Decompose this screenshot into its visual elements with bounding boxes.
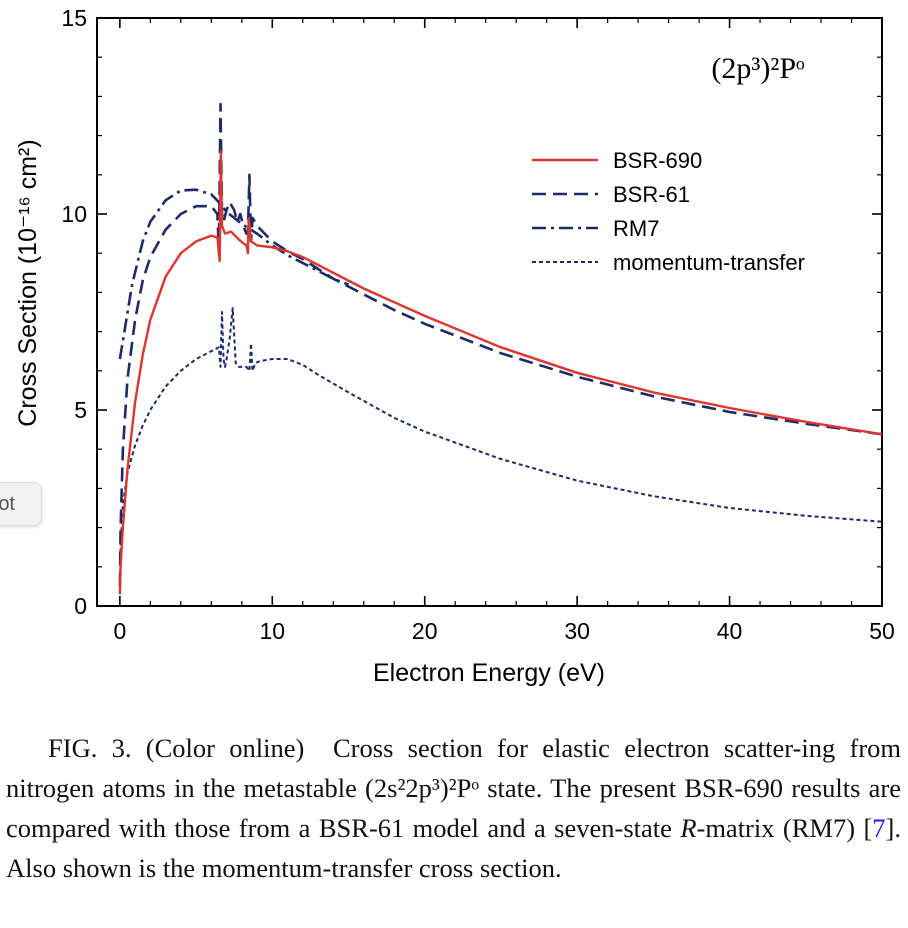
ticks-layer: 0 10 20 30 40 50 0 5 10 15: [61, 5, 894, 644]
series-line-bsr-690: [118, 150, 883, 595]
plot-border: [96, 17, 883, 607]
caption-fig-label: FIG. 3. (Color online): [48, 733, 305, 763]
caption-reference-link[interactable]: 7: [872, 813, 886, 843]
side-tab-label: ot: [0, 492, 15, 515]
x-tick-label: 30: [564, 618, 590, 644]
cross-section-chart: 0 10 20 30 40 50 0 5 10 15 Cross Section (10⁻¹⁶ c…: [14, 5, 895, 687]
y-tick-label: 10: [61, 201, 87, 227]
series-line-momentum-transfer: [118, 307, 883, 595]
series-line-bsr-61: [118, 102, 883, 587]
x-tick-label: 0: [113, 618, 126, 644]
y-tick-label: 5: [74, 397, 87, 423]
figure: 0 10 20 30 40 50 0 5 10 15 Cross Section (10⁻¹⁶ c…: [0, 5, 895, 687]
x-axis-label: Electron Energy (eV): [373, 659, 605, 687]
legend-label: BSR-690: [613, 148, 702, 173]
side-tab[interactable]: ot: [0, 482, 42, 526]
x-tick-label: 10: [259, 618, 285, 644]
legend-label: RM7: [613, 216, 659, 241]
caption-text-3: ]. Also shown is the momentum-transfer c…: [6, 813, 901, 883]
x-tick-label: 40: [717, 618, 743, 644]
figure-caption: FIG. 3. (Color online) Cross section for…: [6, 728, 901, 888]
caption-text-1: Cross section for elastic electron scatt…: [6, 733, 902, 843]
state-label: (2p³)²Pᵒ: [711, 52, 805, 85]
y-tick-label: 0: [74, 593, 87, 619]
plot-frame: [96, 17, 883, 607]
legend: BSR-690 BSR-61 RM7 momentum-transfer: [532, 148, 805, 275]
x-tick-label: 50: [869, 618, 895, 644]
caption-text-2: -matrix (RM7) [: [696, 813, 873, 843]
series-layer: [118, 102, 883, 595]
x-tick-label: 20: [412, 618, 438, 644]
caption-r-italic: R: [680, 813, 697, 843]
legend-label: BSR-61: [613, 182, 690, 207]
legend-label: momentum-transfer: [613, 250, 805, 275]
y-tick-label: 15: [61, 5, 87, 31]
y-axis-label: Cross Section (10⁻¹⁶ cm²): [14, 139, 42, 426]
